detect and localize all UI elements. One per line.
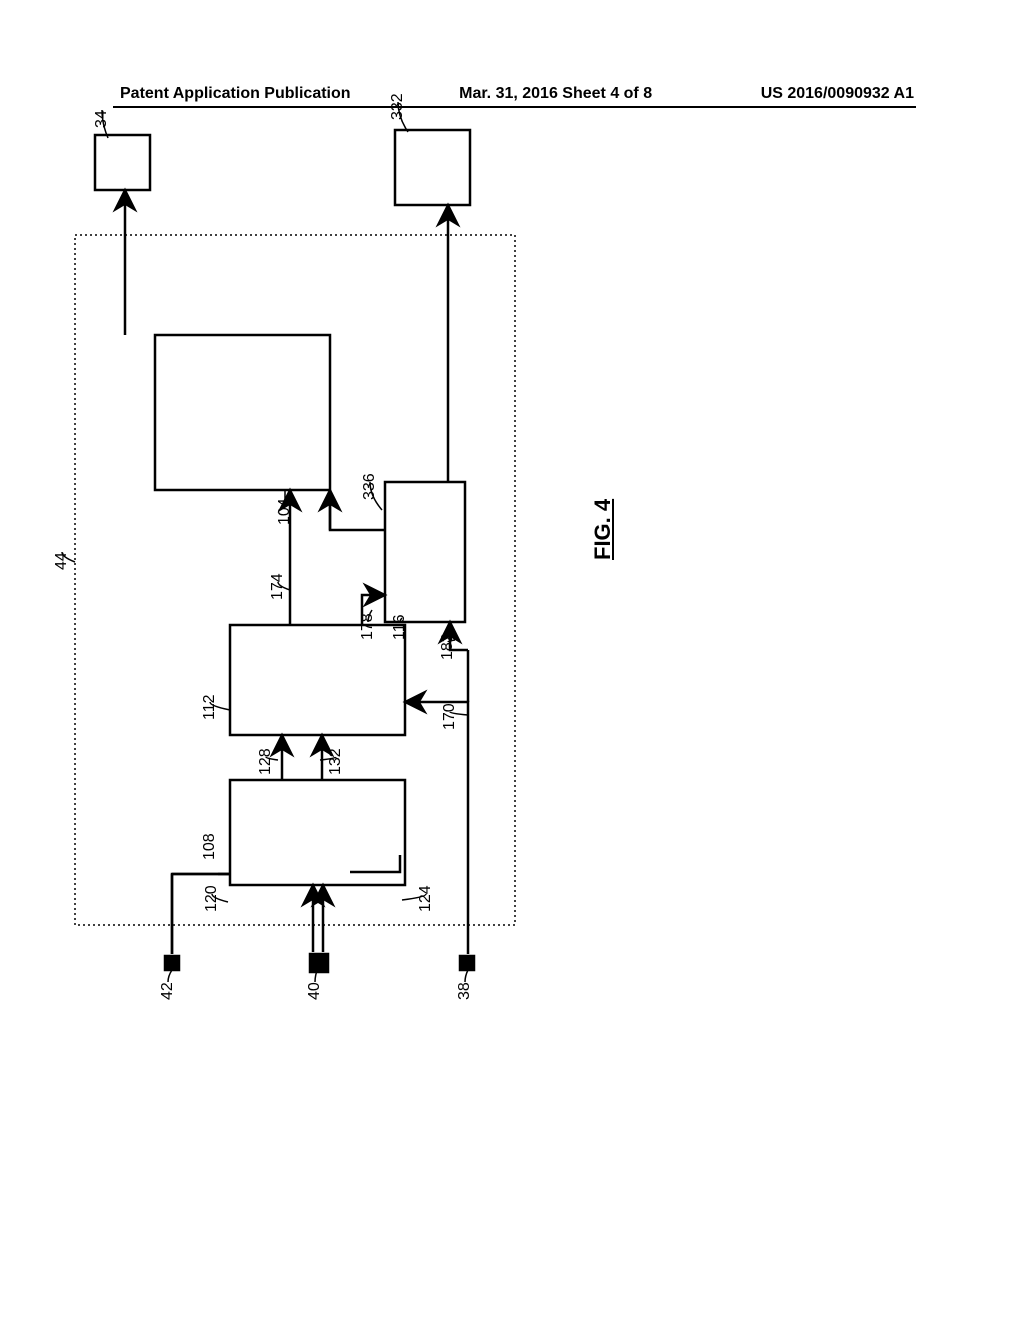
patent-figure: 4442403812012410812813211217417811618217… bbox=[30, 280, 970, 1000]
figure-caption: FIG. 4 bbox=[590, 499, 616, 560]
connector bbox=[405, 702, 468, 954]
ref-108: 108 bbox=[201, 833, 218, 860]
block-b34 bbox=[95, 135, 150, 190]
leader bbox=[465, 970, 468, 982]
block-b332 bbox=[395, 130, 470, 205]
leader bbox=[168, 970, 172, 982]
block-i38 bbox=[460, 956, 474, 970]
connector bbox=[350, 855, 400, 872]
diagram-svg: 4442403812012410812813211217417811618217… bbox=[30, 60, 750, 1000]
block-i40 bbox=[310, 954, 328, 972]
block-b104 bbox=[155, 335, 330, 490]
header-right: US 2016/0090932 A1 bbox=[761, 85, 914, 103]
ref-116: 116 bbox=[391, 614, 408, 640]
block-b116 bbox=[385, 482, 465, 622]
ref-128: 128 bbox=[257, 748, 274, 775]
ref-182: 182 bbox=[439, 633, 456, 660]
connector bbox=[172, 874, 230, 954]
ref-336: 336 bbox=[361, 473, 378, 500]
ref-178: 178 bbox=[359, 613, 376, 640]
ref-124: 124 bbox=[417, 885, 434, 912]
ref-132: 132 bbox=[327, 748, 344, 775]
ref-170: 170 bbox=[441, 703, 458, 730]
ref-42: 42 bbox=[159, 982, 176, 1000]
ref-38: 38 bbox=[456, 982, 473, 1000]
ref-40: 40 bbox=[306, 982, 323, 1000]
block-i42 bbox=[165, 956, 179, 970]
block-b112 bbox=[230, 625, 405, 735]
block-b108 bbox=[230, 780, 405, 885]
ref-44: 44 bbox=[53, 552, 70, 570]
ref-112: 112 bbox=[201, 694, 218, 720]
